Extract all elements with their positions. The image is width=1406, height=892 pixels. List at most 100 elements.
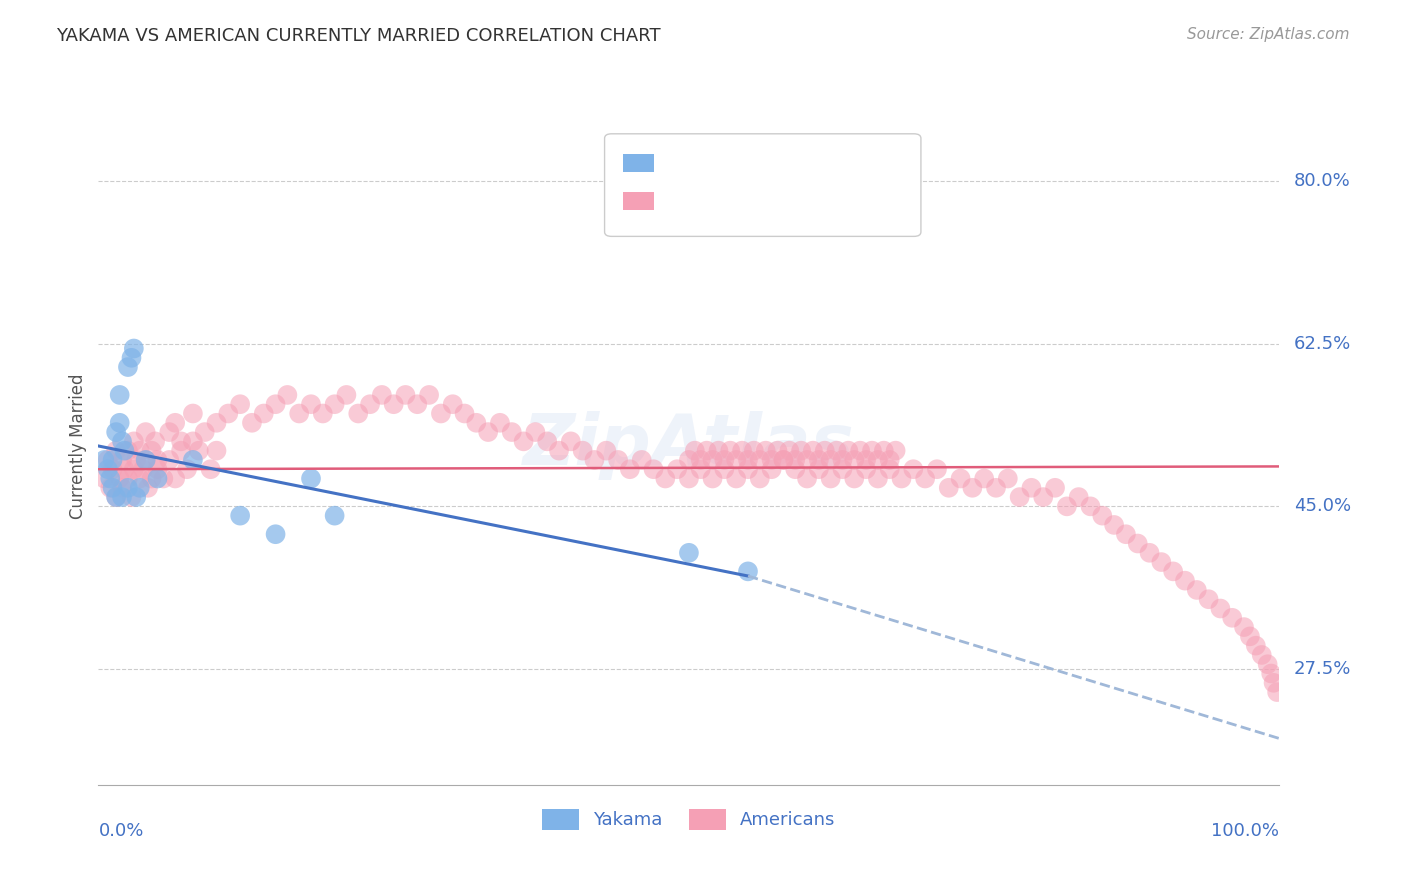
Point [125, 490, 148, 504]
Point [1091, 508, 1114, 523]
Point [117, 481, 139, 495]
Text: N =: N = [763, 154, 800, 172]
Point [884, 443, 907, 458]
Point [689, 453, 711, 467]
Point [689, 462, 711, 476]
Point [105, 443, 128, 458]
Point [925, 462, 948, 476]
Point [1102, 517, 1125, 532]
Point [146, 453, 169, 467]
Point [299, 471, 322, 485]
Point [866, 471, 889, 485]
Point [165, 416, 187, 430]
Point [489, 416, 512, 430]
Point [844, 471, 866, 485]
Point [630, 453, 652, 467]
Point [205, 416, 228, 430]
Point [170, 443, 193, 458]
Text: 100.0%: 100.0% [1212, 822, 1279, 840]
Point [772, 453, 794, 467]
Point [560, 434, 582, 449]
Point [112, 462, 135, 476]
Point [101, 453, 124, 467]
Point [181, 434, 204, 449]
Point [288, 407, 311, 421]
Point [914, 471, 936, 485]
Point [152, 471, 174, 485]
Text: 27.5%: 27.5% [1294, 660, 1351, 678]
Point [713, 453, 735, 467]
Point [371, 388, 394, 402]
Text: YAKAMA VS AMERICAN CURRENTLY MARRIED CORRELATION CHART: YAKAMA VS AMERICAN CURRENTLY MARRIED COR… [56, 27, 661, 45]
Point [122, 434, 145, 449]
Point [501, 425, 523, 439]
Point [855, 453, 877, 467]
Point [170, 434, 193, 449]
Point [181, 407, 204, 421]
Point [844, 453, 866, 467]
Point [1021, 481, 1043, 495]
Point [849, 443, 872, 458]
Text: 0.0%: 0.0% [98, 822, 143, 840]
Point [831, 453, 853, 467]
Point [132, 462, 155, 476]
Point [121, 351, 143, 365]
Text: R =: R = [662, 192, 699, 210]
Point [1198, 592, 1220, 607]
Point [837, 443, 859, 458]
Point [1244, 639, 1267, 653]
Point [731, 443, 754, 458]
Point [430, 407, 453, 421]
Point [359, 397, 381, 411]
Point [512, 434, 534, 449]
Point [548, 443, 571, 458]
Point [122, 462, 145, 476]
Point [323, 397, 346, 411]
Point [176, 462, 198, 476]
Point [98, 471, 121, 485]
Point [1080, 500, 1102, 514]
Point [796, 453, 818, 467]
Point [903, 462, 925, 476]
Point [879, 453, 901, 467]
Point [194, 425, 217, 439]
Point [165, 471, 187, 485]
Point [382, 397, 405, 411]
Point [1185, 582, 1208, 597]
Point [276, 388, 298, 402]
Point [1008, 490, 1031, 504]
Point [737, 565, 759, 579]
Point [1260, 666, 1282, 681]
Point [583, 453, 606, 467]
Point [105, 490, 128, 504]
Point [128, 443, 150, 458]
Point [117, 360, 139, 375]
Point [335, 388, 357, 402]
Text: Source: ZipAtlas.com: Source: ZipAtlas.com [1187, 27, 1350, 42]
Point [725, 453, 748, 467]
Point [477, 425, 499, 439]
Point [742, 443, 765, 458]
Point [1257, 657, 1279, 672]
Point [217, 407, 239, 421]
Point [108, 416, 131, 430]
Point [117, 443, 139, 458]
Point [200, 462, 222, 476]
Point [111, 490, 134, 504]
Point [725, 471, 748, 485]
Legend: Yakama, Americans: Yakama, Americans [536, 802, 842, 837]
Point [143, 434, 166, 449]
Point [1161, 565, 1184, 579]
Point [465, 416, 488, 430]
Point [135, 453, 157, 467]
Point [778, 443, 800, 458]
Point [1239, 629, 1261, 643]
Text: N =: N = [763, 192, 800, 210]
Point [441, 397, 464, 411]
Point [755, 443, 778, 458]
Point [299, 397, 322, 411]
Point [737, 462, 759, 476]
Point [713, 462, 735, 476]
Point [93, 453, 115, 467]
Point [890, 471, 912, 485]
